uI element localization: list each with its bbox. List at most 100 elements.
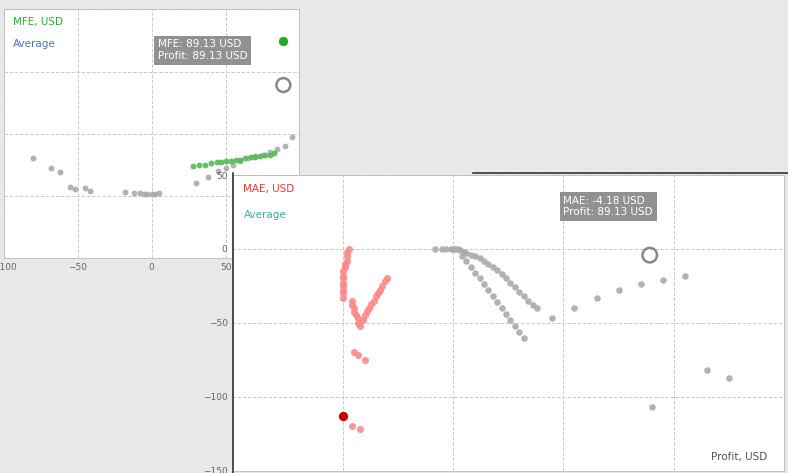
- Point: [474, 275, 486, 282]
- Point: [464, 251, 477, 259]
- Point: [341, 248, 354, 255]
- Point: [486, 292, 499, 300]
- Point: [464, 263, 477, 271]
- Point: [513, 328, 526, 335]
- Point: [187, 162, 199, 170]
- Point: [644, 251, 656, 259]
- Point: [513, 288, 526, 296]
- Point: [486, 263, 499, 271]
- Point: [341, 257, 354, 264]
- Point: [64, 183, 76, 191]
- Point: [352, 351, 365, 359]
- Text: Profit, USD: Profit, USD: [712, 452, 768, 462]
- Point: [352, 315, 365, 322]
- Point: [241, 155, 254, 162]
- Point: [656, 276, 669, 284]
- Point: [590, 294, 603, 301]
- Point: [128, 189, 140, 197]
- Point: [546, 315, 559, 322]
- Point: [634, 280, 647, 288]
- Point: [119, 188, 132, 196]
- Point: [341, 253, 354, 260]
- Point: [336, 272, 349, 279]
- Point: [249, 153, 262, 161]
- Point: [348, 304, 360, 312]
- Text: MFE: 89.13 USD
Profit: 89.13 USD: MFE: 89.13 USD Profit: 89.13 USD: [158, 39, 247, 61]
- Point: [491, 298, 504, 306]
- Point: [701, 366, 713, 374]
- Point: [482, 260, 495, 267]
- Point: [190, 180, 203, 187]
- Point: [363, 304, 376, 312]
- Point: [277, 37, 290, 44]
- Point: [469, 253, 481, 260]
- Point: [225, 157, 238, 165]
- Point: [381, 275, 393, 282]
- Point: [508, 322, 521, 330]
- Point: [518, 334, 530, 342]
- Point: [336, 275, 349, 282]
- Point: [678, 272, 691, 279]
- Point: [500, 275, 512, 282]
- Point: [345, 301, 358, 309]
- Point: [354, 426, 366, 433]
- Point: [219, 157, 232, 165]
- Point: [504, 316, 517, 324]
- Point: [723, 374, 735, 381]
- Point: [336, 282, 349, 289]
- Point: [455, 253, 468, 260]
- Point: [469, 269, 481, 276]
- Point: [336, 294, 349, 301]
- Point: [449, 245, 462, 253]
- Point: [192, 161, 205, 168]
- Point: [239, 155, 251, 162]
- Point: [352, 319, 365, 326]
- Point: [359, 356, 371, 364]
- Point: [336, 289, 349, 297]
- Point: [345, 422, 358, 430]
- Point: [202, 173, 214, 181]
- Point: [227, 161, 240, 168]
- Point: [234, 156, 247, 164]
- Point: [350, 312, 362, 319]
- Point: [79, 184, 91, 192]
- Point: [54, 168, 66, 176]
- Point: [204, 160, 217, 167]
- Point: [141, 191, 154, 198]
- Point: [458, 248, 470, 255]
- Point: [365, 300, 377, 307]
- Point: [84, 187, 96, 194]
- Point: [234, 157, 247, 165]
- Point: [277, 81, 290, 89]
- Point: [526, 301, 539, 309]
- Text: Average: Average: [243, 210, 286, 220]
- Point: [474, 254, 486, 262]
- Point: [372, 289, 385, 297]
- Point: [530, 304, 543, 312]
- Point: [133, 189, 147, 197]
- Point: [496, 304, 508, 312]
- Point: [354, 322, 366, 330]
- Point: [612, 287, 625, 294]
- Point: [518, 292, 530, 300]
- Point: [491, 266, 504, 273]
- Text: MFE, USD: MFE, USD: [13, 17, 63, 27]
- Point: [69, 186, 81, 193]
- Point: [460, 257, 473, 264]
- Point: [263, 149, 276, 156]
- Point: [286, 133, 299, 141]
- Point: [460, 250, 473, 257]
- Point: [348, 309, 360, 316]
- Point: [339, 263, 351, 271]
- Point: [336, 267, 349, 275]
- Point: [522, 297, 534, 305]
- Point: [263, 151, 276, 158]
- Point: [447, 245, 459, 253]
- Point: [336, 412, 349, 420]
- Text: Average: Average: [13, 39, 56, 49]
- Point: [259, 151, 272, 158]
- Point: [370, 292, 382, 300]
- Point: [343, 245, 355, 253]
- Point: [199, 161, 211, 168]
- Point: [508, 283, 521, 291]
